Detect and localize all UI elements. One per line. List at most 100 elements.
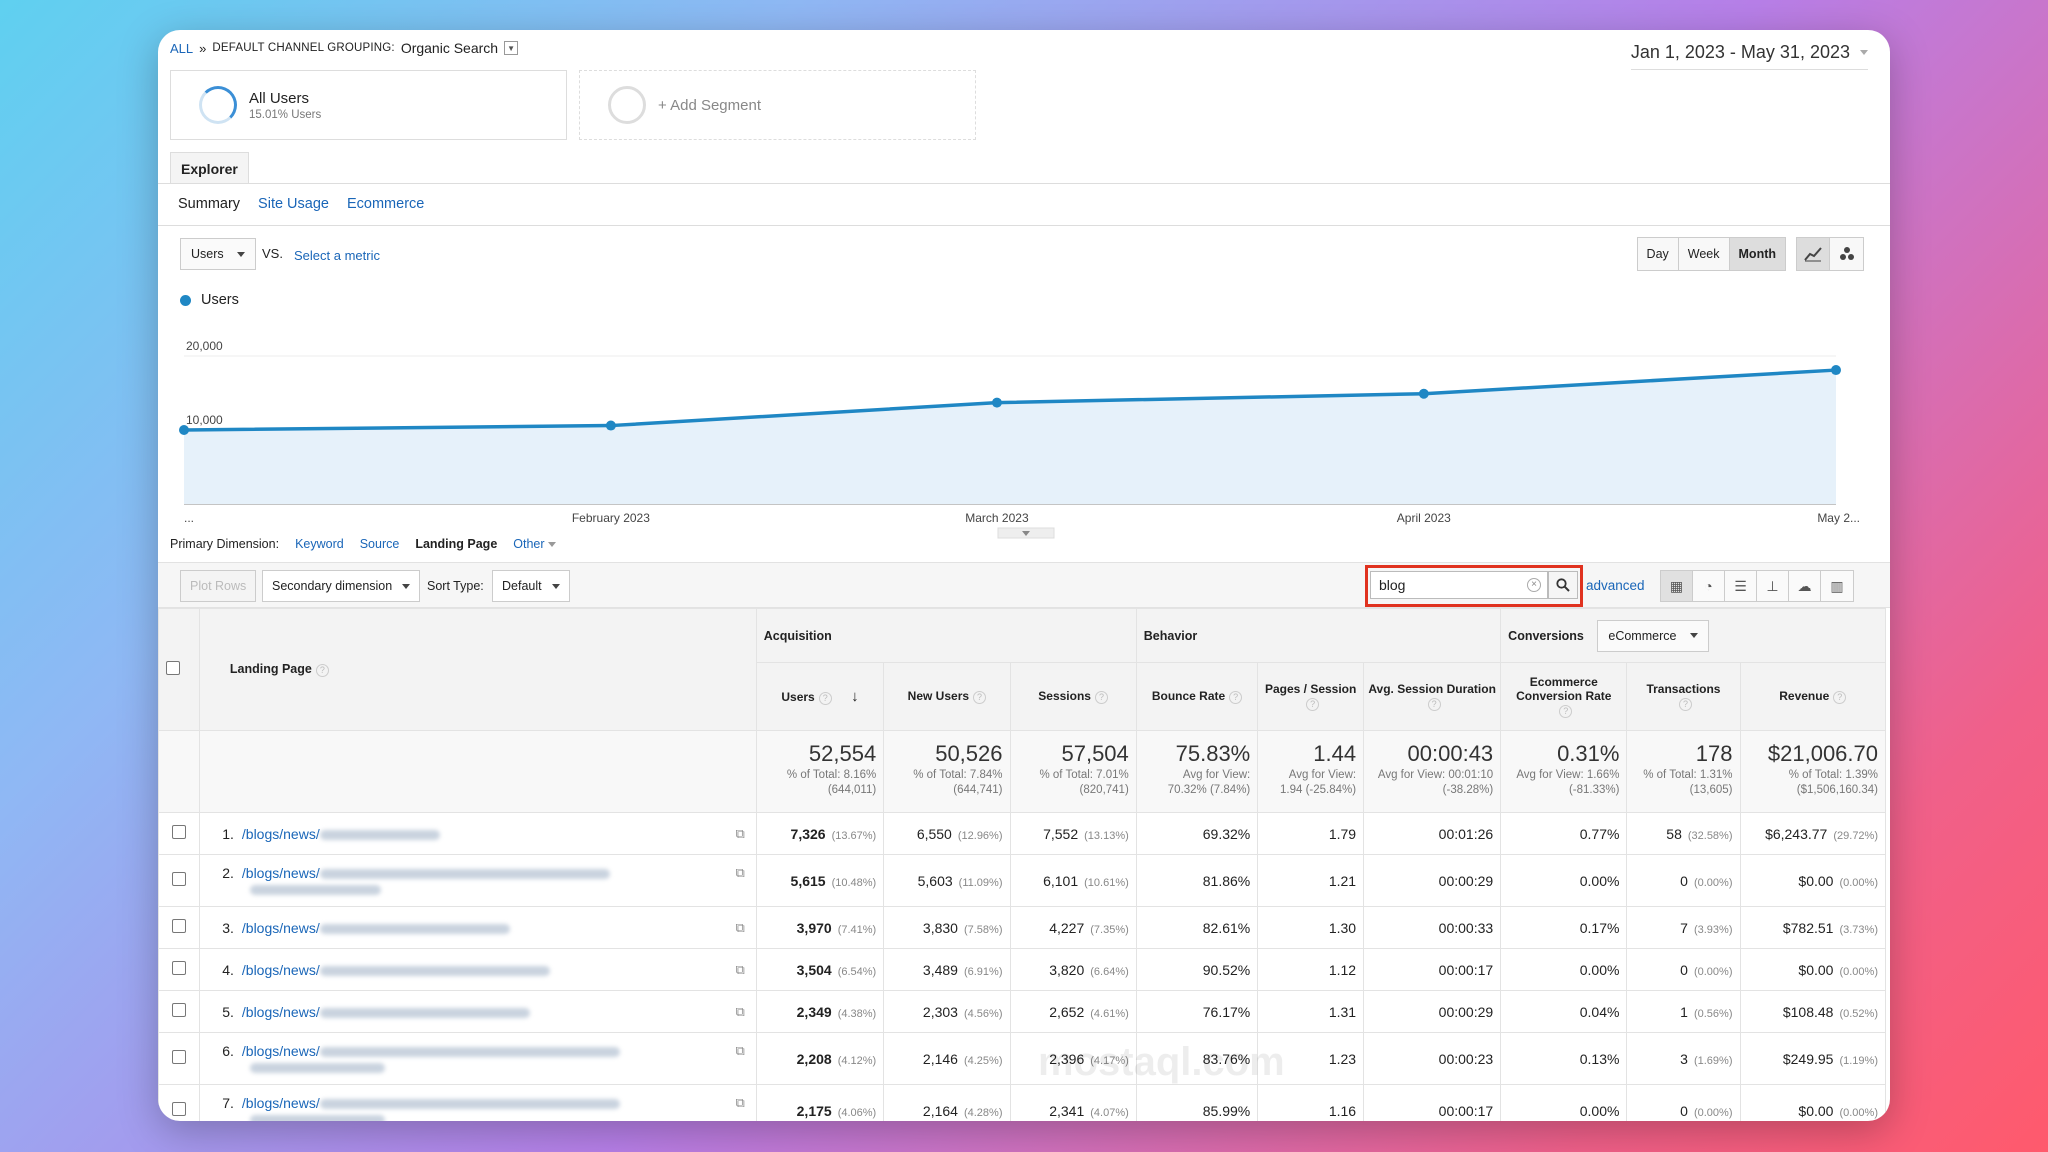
open-page-icon[interactable]: ⧉ (735, 864, 745, 880)
col-revenue[interactable]: Revenue? (1739, 662, 1886, 731)
landing-page-link[interactable]: /blogs/news/ (241, 919, 320, 936)
legend-dot (180, 294, 191, 306)
chevron-down-icon (551, 583, 560, 589)
breadcrumb: ALL » DEFAULT CHANNEL GROUPING: Organic … (170, 40, 519, 56)
data-point[interactable] (1831, 365, 1841, 376)
table-row: 7. /blogs/news/ ⧉ 2,175 (4.06%) 2,164 (4.28… (158, 1084, 1886, 1121)
row-checkbox[interactable] (171, 872, 186, 886)
col-avg-session-duration[interactable]: Avg. Session Duration? (1363, 662, 1502, 731)
segment-name: All Users (249, 89, 310, 107)
secondary-dimension-select[interactable]: Secondary dimension (262, 570, 421, 602)
table-search-input[interactable]: blog × (1370, 571, 1548, 599)
pivot-view-icon[interactable]: ▥ (1821, 571, 1853, 601)
date-range-picker[interactable]: Jan 1, 2023 - May 31, 2023 (1630, 42, 1868, 70)
plot-rows-button[interactable]: Plot Rows (180, 570, 257, 602)
segment-sub: 15.01% Users (249, 108, 322, 121)
sort-type-select[interactable]: Default (492, 570, 570, 602)
new-users-cell: 2,146 (4.25%) (883, 1032, 1011, 1085)
row-number: 4. (222, 961, 234, 978)
group-header-row: Landing Page? Acquisition Behavior Conve… (158, 608, 1886, 731)
select-all-checkbox[interactable] (166, 661, 180, 675)
duration-cell: 00:01:26 (1363, 812, 1502, 855)
select-metric-link[interactable]: Select a metric (294, 248, 380, 263)
new-users-cell: 6,550 (12.96%) (883, 812, 1011, 855)
y-tick-label: 10,000 (186, 413, 223, 427)
tab-ecommerce[interactable]: Ecommerce (346, 196, 425, 212)
data-point[interactable] (1418, 388, 1429, 399)
metric-select[interactable]: Users (180, 238, 256, 270)
open-page-icon[interactable]: ⧉ (735, 1042, 745, 1058)
open-page-icon[interactable]: ⧉ (735, 961, 745, 977)
row-checkbox[interactable] (171, 919, 186, 933)
landing-page-table: Landing Page? Acquisition Behavior Conve… (158, 608, 1886, 1121)
grouping-dropdown-icon[interactable]: ▼ (504, 41, 519, 55)
period-month[interactable]: Month (1729, 238, 1785, 270)
new-users-cell: 3,830 (7.58%) (883, 906, 1011, 949)
landing-page-link[interactable]: /blogs/news/ (241, 825, 320, 842)
open-page-icon[interactable]: ⧉ (735, 825, 745, 841)
landing-page-link[interactable]: /blogs/news/ (241, 961, 320, 978)
open-page-icon[interactable]: ⧉ (735, 1094, 745, 1110)
col-pages-session[interactable]: Pages / Session? (1257, 662, 1365, 731)
landing-page-link[interactable]: /blogs/news/ (241, 1003, 320, 1020)
pie-view-icon[interactable]: ◔ (1693, 571, 1725, 601)
landing-page-link[interactable]: /blogs/news/ (241, 1042, 320, 1059)
col-transactions[interactable]: Transactions? (1626, 662, 1741, 731)
total-sub: (13,605) (1689, 784, 1733, 796)
data-point[interactable] (179, 425, 189, 435)
period-day[interactable]: Day (1637, 238, 1679, 270)
row-checkbox[interactable] (171, 961, 186, 975)
period-week[interactable]: Week (1678, 238, 1730, 270)
tab-explorer[interactable]: Explorer (170, 152, 249, 184)
transactions-cell: 0 (0.00%) (1626, 854, 1741, 907)
col-sessions[interactable]: Sessions? (1009, 662, 1137, 731)
row-checkbox[interactable] (171, 1003, 186, 1017)
bounce-rate-cell: 83.76% (1135, 1032, 1259, 1085)
total-sub: % of Total: 1.31% (1643, 769, 1733, 781)
open-page-icon[interactable]: ⧉ (735, 1003, 745, 1019)
dimension-source[interactable]: Source (359, 537, 400, 551)
row-checkbox[interactable] (171, 1050, 186, 1064)
total-cell: 52,554 % of Total: 8.16% (644,011) (755, 730, 885, 813)
dimension-landing-page[interactable]: Landing Page (415, 537, 498, 551)
sessions-cell: 7,552 (13.13%) (1009, 812, 1137, 855)
row-checkbox[interactable] (171, 1102, 186, 1116)
data-point[interactable] (605, 420, 616, 431)
dimension-other[interactable]: Other (513, 537, 557, 551)
column-header-row: Users? ↓ New Users? Sessions? Bounce Rat… (159, 662, 1886, 731)
col-ecommerce-conversion-rate[interactable]: Ecommerce Conversion Rate? (1500, 662, 1628, 731)
add-segment-button[interactable]: + Add Segment (579, 70, 976, 140)
select-all-cell (158, 608, 200, 731)
row-checkbox[interactable] (171, 825, 186, 839)
y-tick-label: 20,000 (186, 339, 223, 353)
clear-icon[interactable]: × (1527, 578, 1541, 592)
total-value: 75.83% (1175, 741, 1251, 766)
breadcrumb-all[interactable]: ALL (170, 40, 194, 56)
row-number: 7. (222, 1094, 234, 1111)
total-sub: Avg for View: 1.66% (1516, 769, 1620, 781)
tab-summary[interactable]: Summary (178, 196, 241, 212)
col-users[interactable]: Users? ↓ (755, 662, 885, 731)
advanced-filter-link[interactable]: advanced (1586, 578, 1645, 593)
x-tick-label: April 2023 (1397, 511, 1451, 525)
conversions-select[interactable]: eCommerce (1597, 619, 1710, 652)
pages-session-cell: 1.21 (1257, 854, 1365, 907)
landing-page-link[interactable]: /blogs/news/ (241, 1094, 320, 1111)
col-new-users[interactable]: New Users? (883, 662, 1011, 731)
segment-all-users[interactable]: All Users 15.01% Users (170, 70, 567, 140)
motion-chart-icon[interactable] (1830, 238, 1863, 270)
col-landing-page[interactable]: Landing Page? (198, 608, 757, 731)
col-bounce-rate[interactable]: Bounce Rate? (1135, 662, 1259, 731)
open-page-icon[interactable]: ⧉ (735, 919, 745, 935)
data-point[interactable] (991, 397, 1002, 408)
term-cloud-icon[interactable]: ☁ (1789, 571, 1821, 601)
total-cell: 50,526 % of Total: 7.84% (644,741) (883, 730, 1011, 813)
dimension-keyword[interactable]: Keyword (295, 537, 344, 551)
comparison-view-icon[interactable]: ⊥ (1757, 571, 1789, 601)
tab-site-usage[interactable]: Site Usage (258, 196, 329, 212)
landing-page-link[interactable]: /blogs/news/ (241, 864, 320, 881)
search-button[interactable] (1548, 571, 1578, 599)
performance-view-icon[interactable]: ☰ (1725, 571, 1757, 601)
table-view-icon[interactable]: ▦ (1661, 571, 1693, 601)
line-chart-icon[interactable] (1797, 238, 1830, 270)
